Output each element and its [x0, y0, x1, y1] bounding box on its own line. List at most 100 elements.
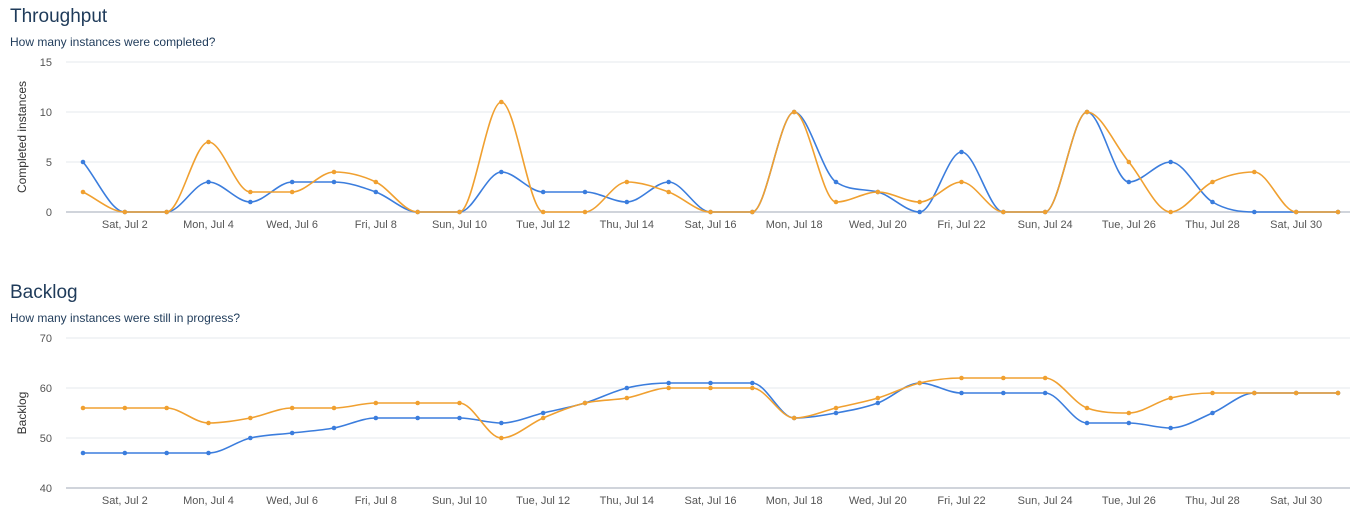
data-point[interactable]: [457, 415, 462, 421]
data-point[interactable]: [833, 199, 839, 205]
data-point[interactable]: [1210, 390, 1215, 396]
data-point[interactable]: [875, 400, 881, 406]
data-point[interactable]: [122, 450, 128, 456]
data-point[interactable]: [917, 199, 922, 205]
data-point[interactable]: [164, 405, 169, 411]
data-point[interactable]: [373, 189, 379, 195]
data-point[interactable]: [624, 199, 630, 205]
data-point[interactable]: [833, 405, 839, 411]
data-point[interactable]: [791, 415, 797, 421]
data-point[interactable]: [1168, 425, 1173, 431]
data-point[interactable]: [875, 395, 881, 401]
data-point[interactable]: [164, 209, 169, 215]
data-point[interactable]: [708, 209, 713, 215]
data-point[interactable]: [122, 405, 128, 411]
data-point[interactable]: [457, 400, 462, 406]
data-point[interactable]: [248, 415, 253, 421]
data-point[interactable]: [959, 375, 964, 381]
data-point[interactable]: [666, 380, 671, 386]
data-point[interactable]: [540, 189, 546, 195]
data-point[interactable]: [791, 109, 797, 115]
data-point[interactable]: [1126, 159, 1132, 165]
data-point[interactable]: [1001, 375, 1006, 381]
data-point[interactable]: [164, 450, 169, 456]
data-point[interactable]: [331, 425, 337, 431]
data-point[interactable]: [1042, 209, 1048, 215]
data-point[interactable]: [624, 385, 630, 391]
data-point[interactable]: [1252, 209, 1257, 215]
data-point[interactable]: [624, 395, 630, 401]
data-point[interactable]: [373, 415, 379, 421]
data-point[interactable]: [1168, 209, 1173, 215]
data-point[interactable]: [206, 450, 211, 456]
data-point[interactable]: [289, 189, 295, 195]
data-point[interactable]: [582, 189, 588, 195]
data-point[interactable]: [331, 179, 337, 185]
data-point[interactable]: [1168, 395, 1173, 401]
data-point[interactable]: [1210, 179, 1215, 185]
data-point[interactable]: [1126, 179, 1132, 185]
data-point[interactable]: [80, 450, 86, 456]
data-point[interactable]: [80, 189, 86, 195]
data-point[interactable]: [666, 189, 671, 195]
data-point[interactable]: [499, 169, 504, 175]
data-point[interactable]: [206, 179, 211, 185]
data-point[interactable]: [1042, 375, 1048, 381]
data-point[interactable]: [1252, 390, 1257, 396]
data-point[interactable]: [206, 139, 211, 145]
data-point[interactable]: [499, 99, 504, 105]
data-point[interactable]: [750, 380, 755, 386]
data-point[interactable]: [457, 209, 462, 215]
data-point[interactable]: [917, 380, 922, 386]
data-point[interactable]: [1252, 169, 1257, 175]
data-point[interactable]: [666, 385, 671, 391]
data-point[interactable]: [206, 420, 211, 426]
data-point[interactable]: [80, 159, 86, 165]
data-point[interactable]: [540, 410, 546, 416]
data-point[interactable]: [373, 179, 379, 185]
data-point[interactable]: [373, 400, 379, 406]
data-point[interactable]: [833, 410, 839, 416]
data-point[interactable]: [540, 209, 546, 215]
data-point[interactable]: [582, 400, 588, 406]
data-point[interactable]: [708, 380, 713, 386]
data-point[interactable]: [499, 435, 504, 441]
data-point[interactable]: [1126, 420, 1132, 426]
data-point[interactable]: [1042, 390, 1048, 396]
data-point[interactable]: [1210, 410, 1215, 416]
data-point[interactable]: [666, 179, 671, 185]
data-point[interactable]: [415, 209, 420, 215]
data-point[interactable]: [1293, 209, 1299, 215]
data-point[interactable]: [875, 189, 881, 195]
data-point[interactable]: [959, 149, 964, 155]
data-point[interactable]: [415, 415, 420, 421]
data-point[interactable]: [833, 179, 839, 185]
data-point[interactable]: [750, 209, 755, 215]
data-point[interactable]: [289, 430, 295, 436]
data-point[interactable]: [289, 179, 295, 185]
data-point[interactable]: [331, 169, 337, 175]
data-point[interactable]: [1168, 159, 1173, 165]
data-point[interactable]: [1210, 199, 1215, 205]
data-point[interactable]: [248, 435, 253, 441]
data-point[interactable]: [624, 179, 630, 185]
data-point[interactable]: [289, 405, 295, 411]
data-point[interactable]: [959, 390, 964, 396]
data-point[interactable]: [499, 420, 504, 426]
data-point[interactable]: [959, 179, 964, 185]
data-point[interactable]: [1001, 209, 1006, 215]
data-point[interactable]: [750, 385, 755, 391]
data-point[interactable]: [1335, 390, 1341, 396]
data-point[interactable]: [1084, 405, 1090, 411]
data-point[interactable]: [80, 405, 86, 411]
data-point[interactable]: [1126, 410, 1132, 416]
data-point[interactable]: [708, 385, 713, 391]
data-point[interactable]: [1001, 390, 1006, 396]
data-point[interactable]: [248, 189, 253, 195]
data-point[interactable]: [582, 209, 588, 215]
data-point[interactable]: [540, 415, 546, 421]
data-point[interactable]: [331, 405, 337, 411]
data-point[interactable]: [415, 400, 420, 406]
data-point[interactable]: [1335, 209, 1341, 215]
data-point[interactable]: [1084, 109, 1090, 115]
